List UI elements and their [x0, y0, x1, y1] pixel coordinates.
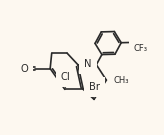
Text: O: O [20, 64, 28, 74]
Text: Br: Br [89, 82, 100, 92]
Text: CF₃: CF₃ [133, 44, 148, 53]
Text: N: N [84, 59, 92, 69]
Text: CH₃: CH₃ [113, 76, 129, 85]
Text: Cl: Cl [61, 72, 71, 82]
